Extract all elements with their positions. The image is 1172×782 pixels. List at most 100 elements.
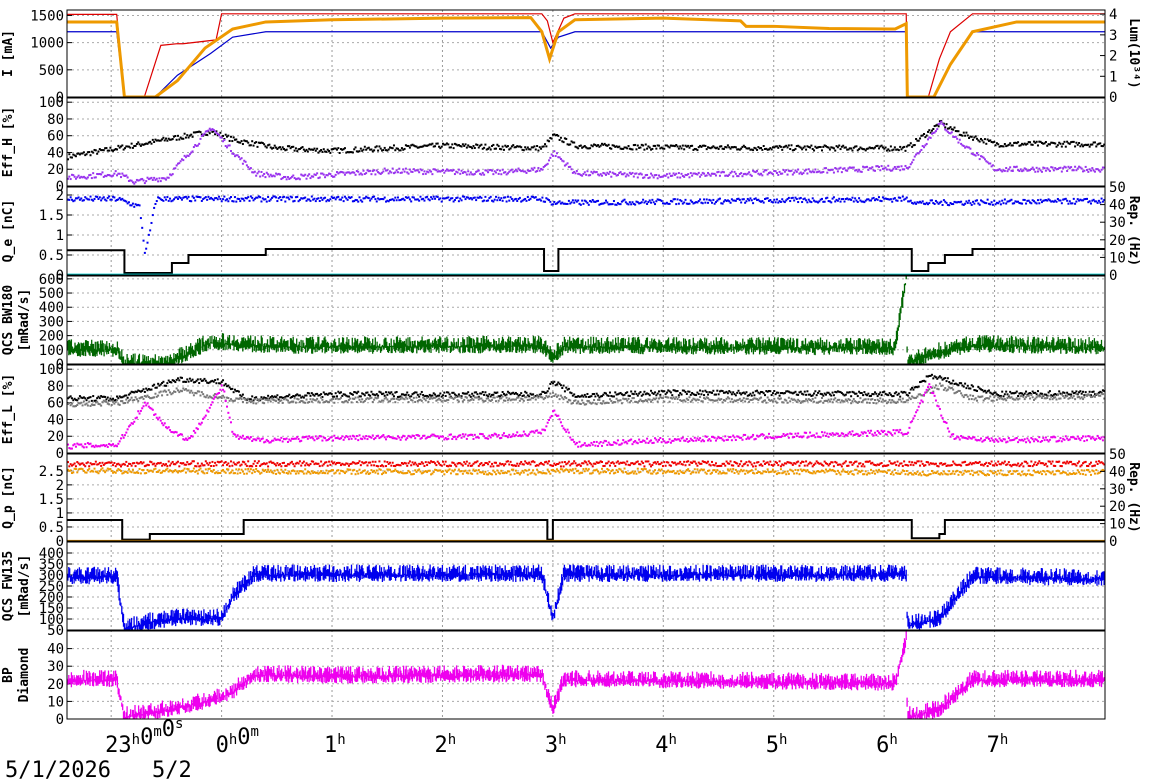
data-point (524, 396, 527, 399)
data-point (680, 200, 683, 203)
data-point (82, 396, 85, 399)
data-point (824, 399, 827, 402)
data-point (541, 196, 544, 199)
data-point (561, 386, 564, 389)
data-point (465, 146, 468, 149)
data-point (408, 168, 411, 171)
data-point (1027, 199, 1030, 202)
data-point (946, 388, 949, 391)
data-point (880, 400, 883, 403)
data-point (206, 394, 209, 397)
data-point (811, 394, 814, 397)
data-point (668, 390, 671, 393)
data-point (176, 162, 179, 165)
data-point (407, 434, 410, 437)
data-point (803, 400, 806, 403)
data-point (1036, 440, 1039, 443)
data-point (676, 176, 679, 179)
data-point (125, 431, 128, 434)
data-point (705, 174, 708, 177)
data-point (240, 398, 243, 401)
data-point (133, 399, 136, 402)
data-point (785, 399, 788, 402)
data-point (190, 379, 193, 382)
data-point (709, 391, 712, 394)
data-point (233, 155, 236, 158)
data-point (1011, 392, 1014, 395)
data-point (337, 398, 340, 401)
data-point (525, 391, 528, 394)
data-point (98, 148, 101, 151)
data-point (525, 434, 528, 437)
data-point (1095, 200, 1098, 203)
data-point (964, 134, 967, 137)
data-point (223, 138, 226, 141)
data-point (847, 391, 850, 394)
data-point (684, 391, 687, 394)
data-point (322, 391, 325, 394)
data-point (118, 172, 121, 175)
data-point (1096, 143, 1099, 146)
data-point (461, 195, 464, 198)
data-point (518, 393, 521, 396)
data-point (204, 196, 207, 199)
data-point (944, 377, 947, 380)
data-point (94, 460, 97, 463)
data-point (950, 131, 953, 134)
data-point (353, 200, 356, 203)
data-point (840, 392, 843, 395)
data-point (663, 440, 666, 443)
data-point (762, 399, 765, 402)
data-point (533, 395, 536, 398)
data-point (835, 198, 838, 201)
data-point (159, 180, 162, 183)
data-point (591, 145, 594, 148)
data-point (1101, 200, 1104, 203)
data-point (671, 397, 674, 400)
data-point (970, 203, 973, 206)
data-point (1027, 439, 1030, 442)
data-point (1002, 398, 1005, 401)
data-point (200, 199, 203, 202)
data-point (455, 143, 458, 146)
data-point (810, 144, 813, 147)
data-point (312, 148, 315, 151)
data-point (775, 436, 778, 439)
data-point (672, 439, 675, 442)
data-point (518, 169, 521, 172)
data-point (1035, 202, 1038, 205)
data-point (578, 440, 581, 443)
data-point (456, 399, 459, 402)
data-point (443, 391, 446, 394)
data-point (370, 197, 373, 200)
data-point (618, 172, 621, 175)
data-point (692, 439, 695, 442)
data-point (455, 197, 458, 200)
data-point (930, 386, 933, 389)
data-point (965, 437, 968, 440)
data-point (182, 196, 185, 199)
data-point (346, 171, 349, 174)
data-point (86, 198, 89, 201)
data-point (681, 174, 684, 177)
data-point (818, 435, 821, 438)
data-point (748, 394, 751, 397)
data-point (688, 202, 691, 205)
data-point (114, 199, 117, 202)
data-point (604, 144, 607, 147)
data-point (725, 438, 728, 441)
data-point (214, 130, 217, 133)
data-point (748, 147, 751, 150)
data-point (186, 197, 189, 200)
data-point (320, 435, 323, 438)
data-point (366, 196, 369, 199)
data-point (891, 200, 894, 203)
data-point (276, 438, 279, 441)
data-point (790, 169, 793, 172)
data-point (881, 431, 884, 434)
data-point (989, 439, 992, 442)
data-point (416, 146, 419, 149)
data-point (1066, 169, 1069, 172)
data-point (247, 196, 250, 199)
data-point (630, 173, 633, 176)
